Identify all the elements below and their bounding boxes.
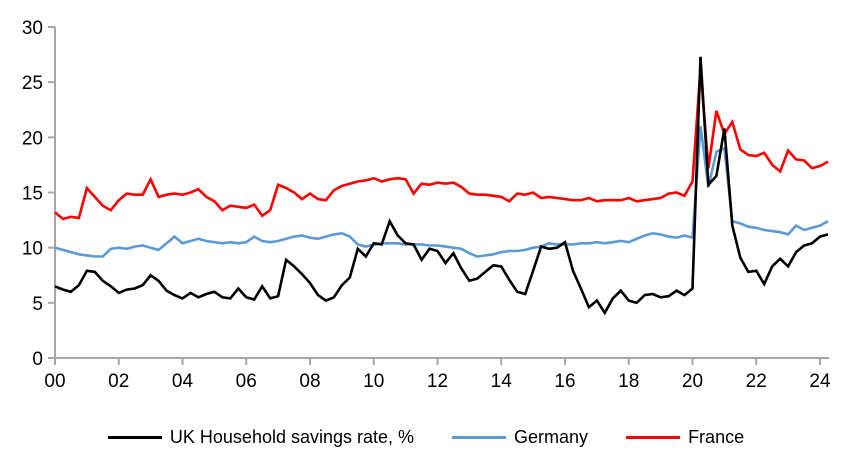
y-axis-tick-label: 30 [22,18,43,39]
legend-item-uk: UK Household savings rate, % [107,427,415,447]
france-line [54,68,829,221]
x-axis-tick-label: 00 [44,371,65,392]
x-axis-tick-label: 24 [809,371,831,392]
y-axis-tick-label: 15 [22,184,43,205]
france-legend-label: France [688,427,745,447]
germany-line [54,126,829,258]
x-axis-tick-label: 16 [554,371,575,392]
uk-line-swatch [107,435,162,439]
legend-item-germany: Germany [452,428,588,446]
france-line-swatch [626,435,681,439]
x-axis-tick-label: 08 [299,371,320,392]
uk-legend-label: UK Household savings rate, % [169,427,415,447]
y-axis-tick-label: 25 [22,73,43,94]
x-axis-tick-label: 02 [108,371,129,392]
x-axis-tick-label: 06 [236,371,257,392]
chart-legend: UK Household savings rate, % Germany Fra… [0,428,852,446]
legend-item-france: France [626,428,744,446]
germany-line-swatch [452,435,507,439]
x-axis-tick-label: 04 [172,371,194,392]
x-axis-tick-label: 12 [427,371,448,392]
y-axis-tick-label: 20 [22,128,43,149]
germany-legend-label: Germany [514,427,589,447]
y-axis-tick-label: 10 [22,239,43,260]
y-axis-tick-label: 0 [32,349,43,370]
chart-canvas: 0 5 10 15 20 25 30 00 02 04 06 08 10 12 14 16 18 20 22 24 [22,18,831,392]
x-axis-tick-label: 20 [682,371,703,392]
x-axis-tick-label: 18 [618,371,639,392]
y-axis-tick-label: 5 [32,294,43,315]
x-axis-tick-label: 10 [363,371,384,392]
x-axis-tick-label: 14 [491,371,513,392]
uk-line [54,56,829,316]
x-axis-tick-label: 22 [746,371,767,392]
